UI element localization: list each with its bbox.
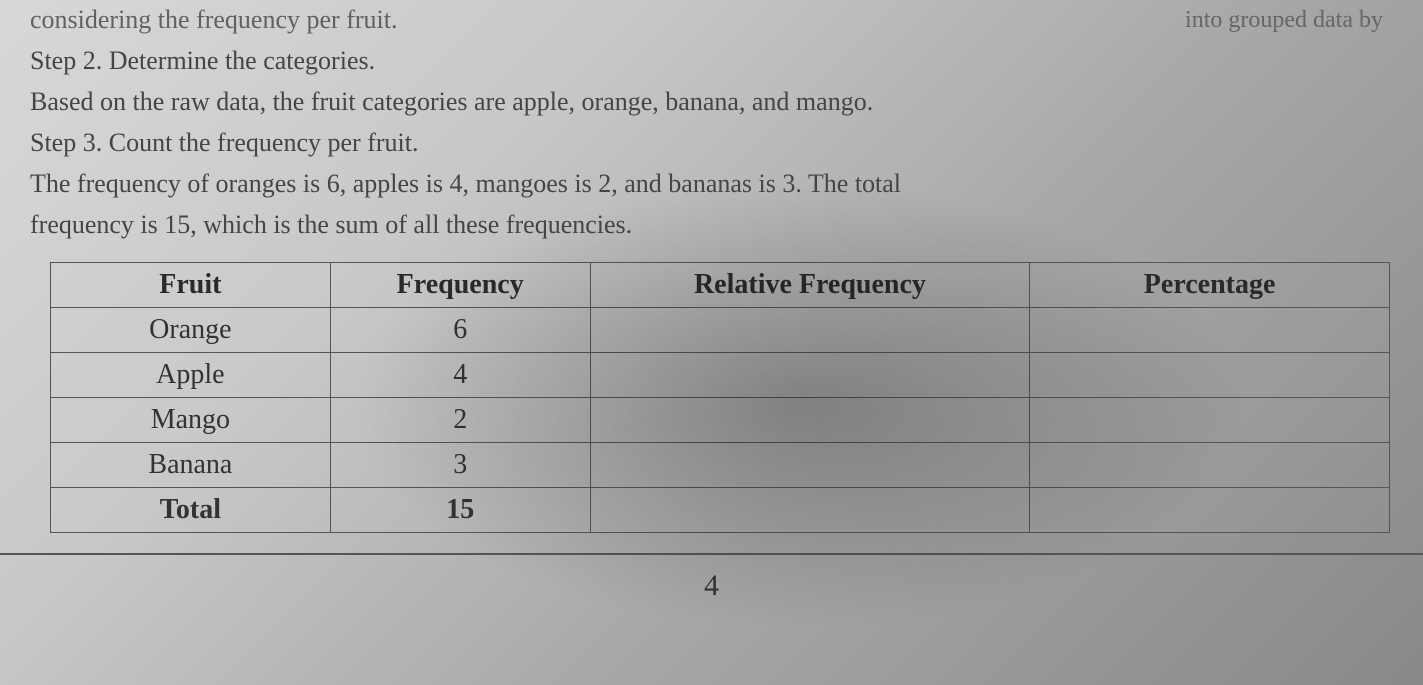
frequency-table-container: Fruit Frequency Relative Frequency Perce…	[50, 262, 1393, 533]
freq-line1: The frequency of oranges is 6, apples is…	[30, 164, 1393, 203]
cell-relative	[590, 443, 1030, 488]
cell-frequency: 4	[330, 353, 590, 398]
header-frequency: Frequency	[330, 263, 590, 308]
freq-line2: frequency is 15, which is the sum of all…	[30, 205, 1393, 244]
cell-frequency: 6	[330, 308, 590, 353]
page-divider-line	[0, 553, 1423, 555]
table-header-row: Fruit Frequency Relative Frequency Perce…	[51, 263, 1390, 308]
cell-relative	[590, 353, 1030, 398]
table-total-row: Total 15	[51, 488, 1390, 533]
cell-percentage	[1030, 443, 1390, 488]
page-number: 4	[30, 569, 1393, 603]
table-row: Banana 3	[51, 443, 1390, 488]
cell-frequency: 2	[330, 398, 590, 443]
step3-text: Step 3. Count the frequency per fruit.	[30, 123, 1393, 162]
header-percentage: Percentage	[1030, 263, 1390, 308]
fragment-top-right: into grouped data by	[1185, 2, 1383, 38]
cell-fruit: Apple	[51, 353, 331, 398]
table-row: Orange 6	[51, 308, 1390, 353]
document-body: considering the frequency per fruit. int…	[30, 0, 1393, 244]
cell-relative	[590, 398, 1030, 443]
step2-text: Step 2. Determine the categories.	[30, 41, 1393, 80]
header-relative: Relative Frequency	[590, 263, 1030, 308]
cell-frequency: 3	[330, 443, 590, 488]
cell-percentage	[1030, 398, 1390, 443]
cell-fruit: Banana	[51, 443, 331, 488]
header-fruit: Fruit	[51, 263, 331, 308]
cell-fruit: Orange	[51, 308, 331, 353]
cell-percentage	[1030, 353, 1390, 398]
cell-percentage	[1030, 308, 1390, 353]
table-row: Apple 4	[51, 353, 1390, 398]
cell-total-label: Total	[51, 488, 331, 533]
cell-fruit: Mango	[51, 398, 331, 443]
cell-total-frequency: 15	[330, 488, 590, 533]
cell-total-relative	[590, 488, 1030, 533]
based-text: Based on the raw data, the fruit categor…	[30, 82, 1393, 121]
table-row: Mango 2	[51, 398, 1390, 443]
frequency-table: Fruit Frequency Relative Frequency Perce…	[50, 262, 1390, 533]
cell-total-percentage	[1030, 488, 1390, 533]
cell-relative	[590, 308, 1030, 353]
